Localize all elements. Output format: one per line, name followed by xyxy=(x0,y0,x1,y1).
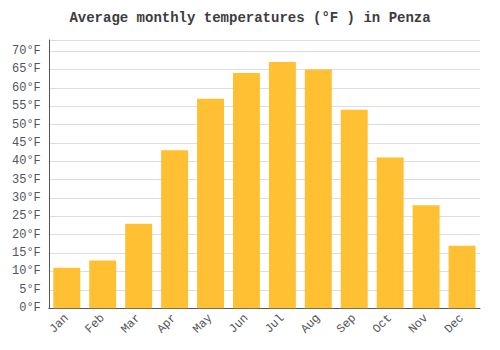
svg-text:0°F: 0°F xyxy=(19,301,41,315)
svg-text:Nov: Nov xyxy=(406,311,431,336)
svg-text:Sep: Sep xyxy=(334,311,359,336)
svg-text:55°F: 55°F xyxy=(12,99,41,113)
svg-text:Dec: Dec xyxy=(442,311,467,336)
svg-text:65°F: 65°F xyxy=(12,62,41,76)
svg-text:Jul: Jul xyxy=(262,311,287,336)
svg-text:May: May xyxy=(190,311,215,336)
svg-text:50°F: 50°F xyxy=(12,118,41,132)
svg-text:Average monthly temperatures (: Average monthly temperatures (°F ) in Pe… xyxy=(69,10,431,26)
svg-text:60°F: 60°F xyxy=(12,81,41,95)
svg-text:45°F: 45°F xyxy=(12,136,41,150)
svg-text:70°F: 70°F xyxy=(12,44,41,58)
svg-text:25°F: 25°F xyxy=(12,209,41,223)
svg-text:Apr: Apr xyxy=(154,311,179,336)
svg-text:Jun: Jun xyxy=(226,311,251,336)
svg-text:Aug: Aug xyxy=(298,311,323,336)
svg-text:15°F: 15°F xyxy=(12,246,41,260)
svg-text:5°F: 5°F xyxy=(19,283,41,297)
svg-text:Feb: Feb xyxy=(82,311,107,336)
svg-text:Oct: Oct xyxy=(370,311,395,336)
svg-text:Jan: Jan xyxy=(47,311,72,336)
svg-text:Mar: Mar xyxy=(118,311,143,336)
svg-text:35°F: 35°F xyxy=(12,173,41,187)
svg-text:10°F: 10°F xyxy=(12,264,41,278)
svg-text:30°F: 30°F xyxy=(12,191,41,205)
svg-text:40°F: 40°F xyxy=(12,154,41,168)
svg-text:20°F: 20°F xyxy=(12,228,41,242)
